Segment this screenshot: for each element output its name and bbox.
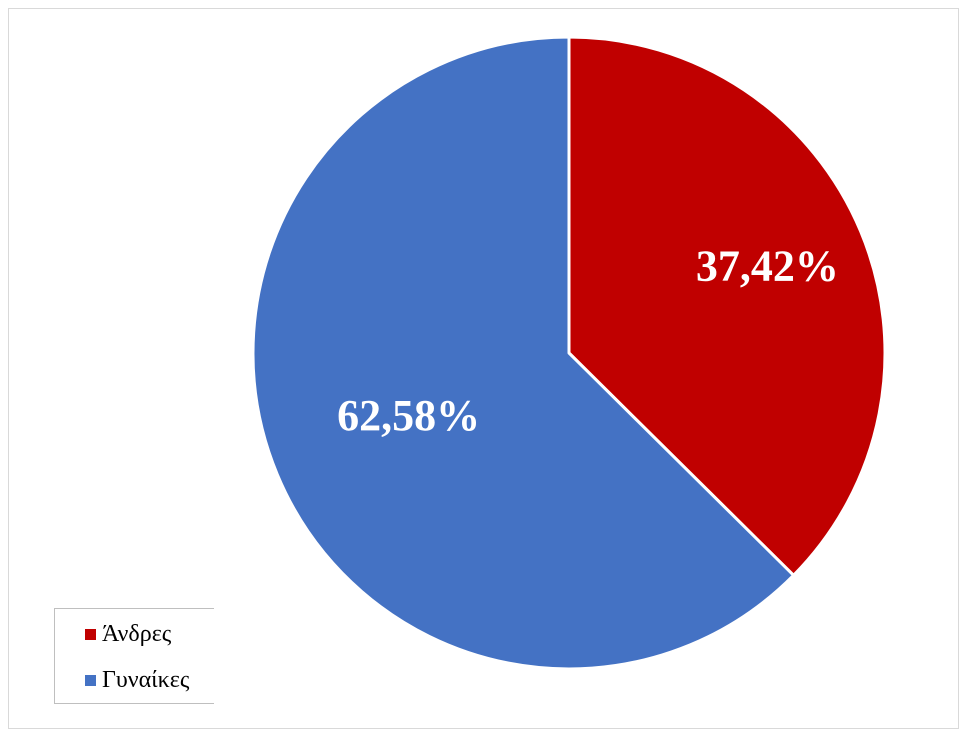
legend-item-men: Άνδρες [85, 619, 171, 649]
legend: Άνδρες Γυναίκες [54, 608, 214, 704]
data-label-women: 62,58% [337, 391, 480, 440]
legend-label-men: Άνδρες [102, 620, 172, 647]
pie-slice-women [251, 35, 796, 671]
pie-data-labels: 37,42% 62,58% [337, 241, 839, 440]
pie-slice-men [567, 35, 887, 577]
legend-swatch-women [85, 674, 96, 686]
data-label-men: 37,42% [696, 241, 839, 290]
legend-swatch-men [85, 628, 96, 640]
pie-slices [251, 35, 887, 671]
legend-item-women: Γυναίκες [85, 665, 189, 695]
legend-label-women: Γυναίκες [102, 666, 190, 693]
